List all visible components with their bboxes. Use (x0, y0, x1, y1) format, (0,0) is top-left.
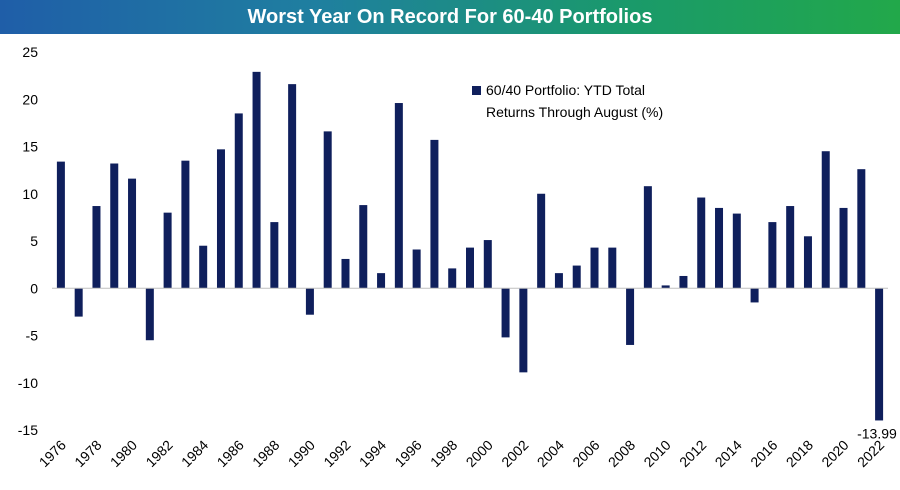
bar-2003 (537, 193, 546, 289)
bar-1999 (466, 247, 474, 289)
bar-1979 (110, 163, 119, 289)
bar-1980 (128, 178, 137, 289)
bar-2017 (786, 206, 795, 289)
bar-1978 (92, 206, 101, 289)
bar-1987 (252, 71, 261, 289)
x-tick-label: 1986 (214, 437, 247, 470)
x-tick-label: 1996 (391, 437, 424, 470)
bars (56, 71, 884, 421)
legend-swatch (472, 86, 481, 95)
x-tick-label: 2022 (854, 437, 887, 470)
x-tick-label: 2012 (676, 437, 709, 470)
bar-2007 (608, 247, 617, 289)
bar-2021 (857, 169, 866, 289)
x-tick-label: 1978 (71, 437, 104, 470)
bar-1984 (199, 245, 208, 289)
bar-1989 (288, 84, 297, 289)
bar-1981 (145, 288, 154, 341)
y-tick-label: -10 (18, 375, 38, 391)
bar-2020 (839, 207, 848, 289)
x-tick-label: 1976 (36, 437, 69, 470)
y-tick-label: 20 (22, 91, 38, 107)
chart-title-bar: Worst Year On Record For 60-40 Portfolio… (0, 0, 900, 34)
bar-1977 (74, 288, 83, 317)
bar-1997 (430, 139, 439, 289)
bar-2016 (768, 222, 777, 289)
legend-label-line-2: Returns Through August (%) (486, 104, 663, 120)
y-tick-label: -5 (26, 328, 39, 344)
bar-2018 (803, 236, 812, 289)
x-tick-label: 2010 (640, 437, 673, 470)
annotations: -13.99 (857, 425, 897, 441)
x-tick-label: 2014 (712, 437, 745, 470)
y-tick-label: -15 (18, 422, 38, 438)
x-tick-label: 2008 (605, 437, 638, 470)
x-tick-label: 1990 (285, 437, 318, 470)
y-tick-label: 5 (30, 233, 38, 249)
bar-2010 (661, 285, 670, 289)
bar-2004 (554, 273, 563, 289)
bar-1996 (412, 249, 421, 289)
bar-2015 (750, 288, 759, 303)
bar-1991 (323, 131, 332, 289)
x-tick-label: 2004 (534, 437, 567, 470)
bar-2000 (483, 240, 492, 289)
y-tick-label: 15 (22, 139, 38, 155)
bar-2012 (697, 197, 706, 289)
bar-1985 (216, 149, 225, 289)
y-axis-ticks: 25 20 15 10 5 0 -5 -10 -15 (18, 44, 38, 438)
x-tick-label: 2000 (463, 437, 496, 470)
legend-label-line-1: 60/40 Portfolio: YTD Total (486, 82, 645, 98)
x-tick-label: 2020 (818, 437, 851, 470)
y-tick-label: 10 (22, 186, 38, 202)
bar-2022 (875, 288, 884, 421)
bar-2014 (732, 213, 741, 289)
x-tick-label: 2018 (783, 437, 816, 470)
bar-2001 (501, 288, 510, 338)
bar-1988 (270, 222, 279, 289)
bar-2013 (715, 207, 724, 289)
chart-title: Worst Year On Record For 60-40 Portfolio… (247, 5, 653, 28)
data-label-2022: -13.99 (857, 425, 897, 441)
bar-1990 (305, 288, 314, 315)
bar-1992 (341, 258, 350, 289)
bar-2008 (626, 288, 635, 345)
x-axis-ticks: 1976 1978 1980 1982 1984 1986 1988 1990 1992 1994… (36, 437, 888, 470)
bar-1994 (377, 273, 386, 289)
x-tick-label: 1984 (178, 437, 211, 470)
bar-2002 (519, 288, 528, 373)
bar-1993 (359, 205, 368, 289)
x-tick-label: 1998 (427, 437, 460, 470)
bar-1983 (181, 160, 190, 289)
bar-2009 (643, 186, 652, 289)
bar-2011 (679, 275, 688, 289)
x-tick-label: 1994 (356, 437, 389, 470)
bar-1986 (234, 113, 243, 289)
x-tick-label: 2016 (747, 437, 780, 470)
legend: 60/40 Portfolio: YTD Total Returns Throu… (472, 82, 663, 120)
bar-2006 (590, 247, 599, 289)
y-tick-label: 25 (22, 44, 38, 60)
bar-2005 (572, 265, 581, 289)
bar-1998 (448, 268, 457, 289)
bar-2019 (821, 151, 830, 289)
bar-1976 (56, 161, 65, 289)
bar-1982 (163, 212, 172, 289)
x-tick-label: 2002 (498, 437, 531, 470)
x-tick-label: 1992 (320, 437, 353, 470)
x-tick-label: 1980 (107, 437, 140, 470)
x-tick-label: 1988 (249, 437, 282, 470)
x-tick-label: 2006 (569, 437, 602, 470)
bar-1995 (394, 103, 403, 289)
y-tick-label: 0 (30, 280, 38, 296)
x-tick-label: 1982 (142, 437, 175, 470)
